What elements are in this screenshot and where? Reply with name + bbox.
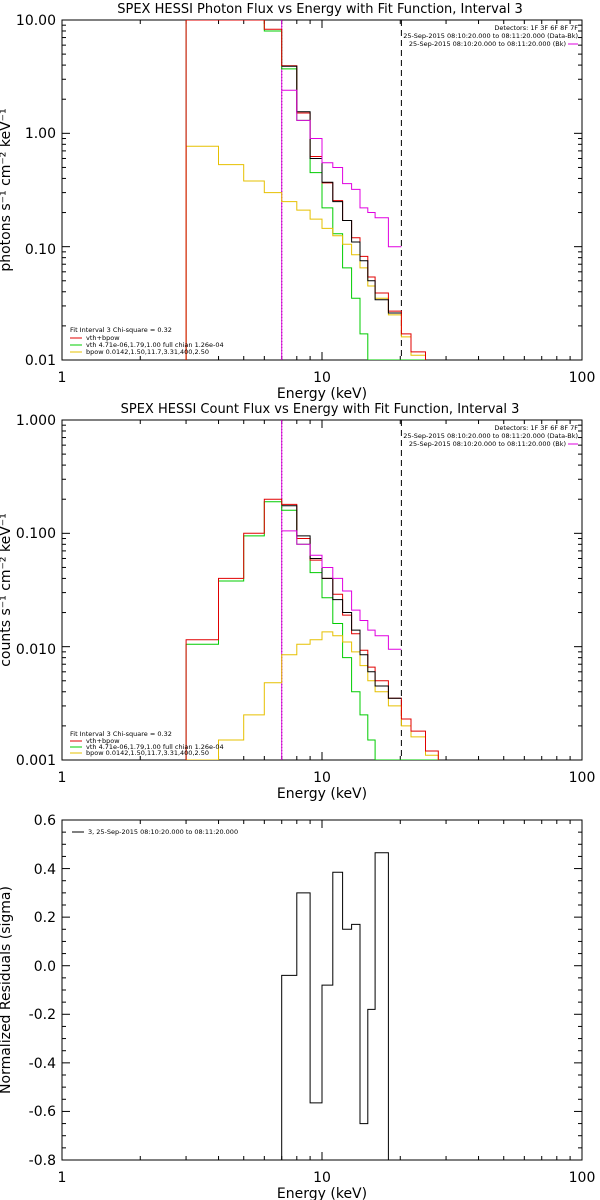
photon-flux-panel: SPEX HESSI Photon Flux vs Energy with Fi… [0,2,595,402]
series-bk-line [281,89,402,248]
series-bk-line [281,530,402,650]
panel1-plot-area [185,20,426,360]
panel3-ytick-labels: -0.8 -0.6 -0.4 -0.2 0.0 0.2 0.4 0.6 [29,813,56,1169]
panel2-ylabel: counts s⁻¹ cm⁻² keV⁻¹ [0,513,14,667]
panel3-xtick-label: 10 [313,1170,331,1186]
series-vth-bpow-line [185,20,426,360]
series-bpow-line [185,145,426,360]
series-bpow-line [186,631,439,760]
panel3-ylabel: Normalized Residuals (sigma) [0,886,14,1094]
panel2-xtick-label: 100 [569,770,596,786]
plot-clip-group [281,852,389,1160]
panel3-legend: 3, 25-Sep-2015 08:10:20.000 to 08:11:20.… [88,828,238,836]
panel3-ytick-label: 0.6 [34,813,56,829]
panel3-ytick-label: -0.8 [29,1153,56,1169]
count-flux-panel: SPEX HESSI Count Flux vs Energy with Fit… [0,402,595,802]
panel3-xtick-label: 100 [569,1170,596,1186]
panel3-ytick-label: -0.4 [29,1056,56,1072]
panel3-ytick-label: 0.4 [34,862,56,878]
panel3-ytick-label: -0.2 [29,1007,56,1023]
panel2-legend-bpow: bpow 0.0142,1.50,11.7,3.31,400,2.50 [86,749,209,757]
panel1-ytick-label: 10.00 [16,13,56,29]
series-vth-bpow-line [185,498,439,760]
panel2-xlabel: Energy (keV) [277,786,367,802]
panel1-fit-header: Fit Interval 3 Chi-square = 0.32 [70,326,172,334]
panel2-time-data: 25-Sep-2015 08:10:20.000 to 08:11:20.000… [403,432,578,440]
plot-clip-group [185,20,426,360]
series-data-line [281,505,402,699]
panel2-fit-header: Fit Interval 3 Chi-square = 0.32 [70,730,172,738]
panel2-legend-vth: vth 4.71e-06,1.79,1.00 full chian 1.26e-… [86,743,224,751]
panel2-time-bk: 25-Sep-2015 08:10:20.000 to 08:11:20.000… [409,440,566,448]
panel2-xtick-label: 10 [313,770,331,786]
panel1-ytick-label: 0.10 [25,242,56,258]
panel1-detectors: Detectors: 1F 3F 6F 8F 7F [494,24,578,32]
panel2-xtick-label: 1 [58,770,67,786]
series-vth-line [185,501,439,760]
panel2-detectors: Detectors: 1F 3F 6F 8F 7F [494,424,578,432]
panel1-ytick-label: 1.00 [25,126,56,142]
panel1-legend-vth: vth 4.71e-06,1.79,1.00 full chian 1.26e-… [86,341,224,349]
panel1-legend-total: vth+bpow [86,334,120,342]
panel3-xlabel: Energy (keV) [277,1186,367,1200]
panel3-ytick-label: -0.6 [29,1104,56,1120]
panel1-ylabel: photons s⁻¹ cm⁻² keV⁻¹ [0,108,14,271]
panel2-ytick-label: 0.100 [16,526,56,542]
panel1-title: SPEX HESSI Photon Flux vs Energy with Fi… [117,2,523,17]
panel2-ytick-label: 0.001 [16,753,56,769]
series-residuals-line [281,852,389,1160]
panel2-ytick-label: 0.010 [16,642,56,658]
series-data-line [281,65,402,314]
panel1-xlabel: Energy (keV) [277,386,367,402]
series-vth-line [185,20,426,360]
panel2-legend-total: vth+bpow [86,737,120,745]
panel2-title: SPEX HESSI Count Flux vs Energy with Fit… [121,402,520,417]
plot-clip-group [185,420,439,760]
panel3-ytick-label: 0.2 [34,910,56,926]
panel1-time-bk: 25-Sep-2015 08:10:20.000 to 08:11:20.000… [409,40,566,48]
panel3-plot-area [281,852,389,1160]
residuals-panel: -0.8 -0.6 -0.4 -0.2 0.0 0.2 0.4 0.6 1 10… [0,813,595,1200]
panel3-ticks [61,819,583,1161]
panel1-time-data: 25-Sep-2015 08:10:20.000 to 08:11:20.000… [403,32,578,40]
panel3-xtick-label: 1 [58,1170,67,1186]
panel1-xtick-label: 1 [58,370,67,386]
panel1-legend-bpow: bpow 0.0142,1.50,11.7,3.31,400,2.50 [86,348,209,356]
panel2-plot-area [185,420,439,760]
panel2-ticks [61,419,583,761]
panel1-xtick-label: 10 [313,370,331,386]
panel1-xtick-label: 100 [569,370,596,386]
panel1-ytick-label: 0.01 [25,353,56,369]
panel3-ytick-label: 0.0 [34,959,56,975]
panel2-ytick-label: 1.000 [16,413,56,429]
